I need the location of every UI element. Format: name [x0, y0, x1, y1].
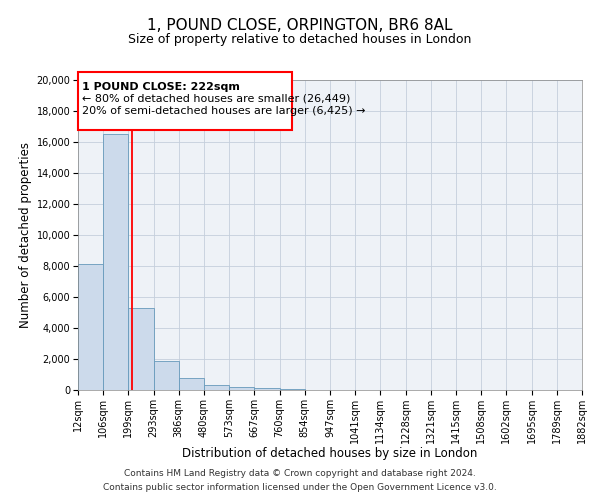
Bar: [204, 386, 229, 390]
Bar: [179, 378, 204, 390]
Y-axis label: Number of detached properties: Number of detached properties: [19, 142, 32, 328]
Text: 1 POUND CLOSE: 222sqm: 1 POUND CLOSE: 222sqm: [82, 82, 239, 92]
Text: Size of property relative to detached houses in London: Size of property relative to detached ho…: [128, 32, 472, 46]
Bar: [280, 389, 305, 390]
Bar: [78, 264, 103, 390]
Text: 20% of semi-detached houses are larger (6,425) →: 20% of semi-detached houses are larger (…: [82, 106, 365, 117]
Text: 1, POUND CLOSE, ORPINGTON, BR6 8AL: 1, POUND CLOSE, ORPINGTON, BR6 8AL: [147, 18, 453, 32]
FancyBboxPatch shape: [78, 72, 292, 130]
Text: Contains public sector information licensed under the Open Government Licence v3: Contains public sector information licen…: [103, 484, 497, 492]
Text: ← 80% of detached houses are smaller (26,449): ← 80% of detached houses are smaller (26…: [82, 94, 350, 104]
X-axis label: Distribution of detached houses by size in London: Distribution of detached houses by size …: [182, 448, 478, 460]
Bar: [128, 308, 154, 390]
Bar: [229, 387, 254, 390]
Bar: [154, 362, 179, 390]
Text: Contains HM Land Registry data © Crown copyright and database right 2024.: Contains HM Land Registry data © Crown c…: [124, 468, 476, 477]
Bar: [103, 134, 128, 390]
Bar: [254, 388, 280, 390]
